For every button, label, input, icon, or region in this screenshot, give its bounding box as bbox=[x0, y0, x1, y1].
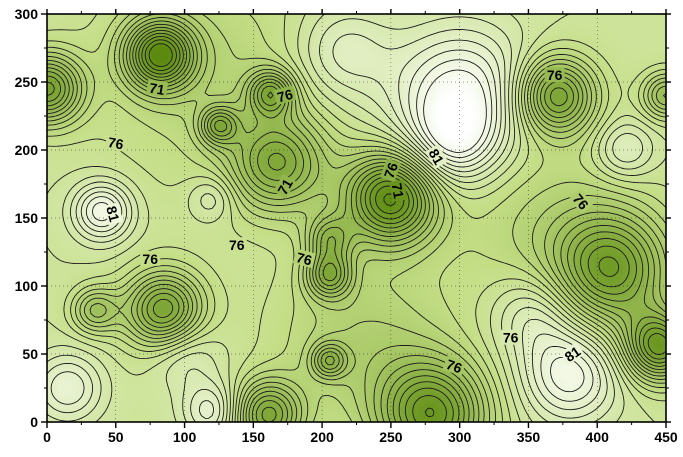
contour-value-label: 76 bbox=[544, 67, 565, 83]
contour-label-text: 76 bbox=[381, 160, 401, 180]
contour-label-text: 81 bbox=[103, 204, 123, 223]
contour-label-background bbox=[442, 355, 467, 377]
x-tick-label: 200 bbox=[310, 429, 334, 445]
gridlines bbox=[47, 14, 666, 422]
x-tick-label: 300 bbox=[448, 429, 472, 445]
y-tick-label: 300 bbox=[15, 6, 39, 22]
contour-label-background bbox=[568, 188, 594, 214]
contour-value-label: 76 bbox=[442, 355, 467, 377]
contour-labels: 71 76 76 71 76 71 81 81 76 76 76 76 76 76 76 81 bbox=[103, 67, 594, 377]
contour-line-77 bbox=[47, 14, 666, 422]
contour-label-text: 76 bbox=[107, 134, 125, 152]
y-tick-label: 0 bbox=[30, 414, 38, 430]
contour-line-72 bbox=[47, 14, 666, 422]
contour-value-label: 71 bbox=[145, 79, 169, 98]
axes: 0 50 100 150 200 250 300 350 400 450 0 50 100 150 200 2… bbox=[15, 6, 678, 445]
contour-value-label: 76 bbox=[104, 133, 128, 152]
contour-line-63 bbox=[148, 43, 397, 206]
contour-label-background bbox=[145, 79, 169, 98]
contour-value-label: 81 bbox=[559, 341, 585, 366]
contour-label-text: 76 bbox=[444, 356, 464, 376]
contour-value-label: 76 bbox=[226, 237, 247, 253]
contour-label-background bbox=[425, 144, 449, 169]
contour-label-background bbox=[273, 174, 297, 199]
contour-lines bbox=[47, 14, 666, 422]
plot-area: 71 76 76 71 76 71 81 81 76 76 76 76 76 76 76 81 bbox=[47, 14, 666, 422]
x-tick-label: 150 bbox=[242, 429, 266, 445]
contour-label-background bbox=[559, 341, 585, 366]
x-tick-label: 100 bbox=[173, 429, 197, 445]
contour-value-label: 76 bbox=[379, 158, 401, 183]
x-tick-label: 0 bbox=[43, 429, 51, 445]
x-tick-label: 350 bbox=[517, 429, 541, 445]
contour-label-text: 76 bbox=[503, 330, 519, 346]
y-tick-label: 250 bbox=[15, 74, 39, 90]
y-tick-label: 100 bbox=[15, 278, 39, 294]
x-tick-label: 250 bbox=[379, 429, 403, 445]
contour-label-text: 81 bbox=[425, 146, 447, 168]
contour-value-label: 76 bbox=[140, 250, 161, 267]
contour-label-text: 76 bbox=[295, 249, 314, 269]
contour-line-75 bbox=[47, 14, 666, 422]
contour-label-text: 76 bbox=[142, 251, 158, 267]
contour-label-background bbox=[544, 67, 565, 83]
contour-value-label: 71 bbox=[389, 179, 408, 202]
contour-label-text: 71 bbox=[148, 80, 166, 98]
contour-label-background bbox=[273, 85, 297, 105]
contour-label-background bbox=[104, 133, 128, 152]
y-tick-label: 150 bbox=[15, 210, 39, 226]
contour-value-label: 81 bbox=[103, 202, 124, 226]
contour-value-label: 76 bbox=[273, 85, 297, 106]
contour-line-64 bbox=[144, 39, 435, 418]
contour-line-80 bbox=[47, 28, 608, 422]
contour-label-background bbox=[103, 202, 124, 226]
contour-value-label: 76 bbox=[500, 329, 521, 346]
contour-label-background bbox=[389, 179, 408, 202]
contour-label-text: 71 bbox=[274, 176, 296, 198]
contour-label-background bbox=[292, 248, 316, 269]
contour-label-background bbox=[226, 237, 247, 253]
x-tick-label: 450 bbox=[654, 429, 678, 445]
contour-value-label: 81 bbox=[425, 144, 449, 169]
y-tick-label: 50 bbox=[22, 346, 38, 362]
contour-label-text: 76 bbox=[275, 86, 294, 106]
contour-line-69 bbox=[47, 23, 666, 422]
contour-line-70 bbox=[47, 20, 666, 422]
y-tick-label: 200 bbox=[15, 142, 39, 158]
contour-label-text: 76 bbox=[547, 67, 563, 83]
contour-label-background bbox=[140, 250, 161, 266]
x-tick-label: 50 bbox=[108, 429, 124, 445]
contour-line-71 bbox=[47, 17, 666, 422]
x-tick-label: 400 bbox=[586, 429, 610, 445]
contour-value-label: 76 bbox=[292, 248, 316, 269]
contour-line-84 bbox=[423, 69, 487, 153]
contour-label-background bbox=[379, 158, 401, 183]
contour-label-background bbox=[500, 329, 521, 345]
contour-label-text: 71 bbox=[389, 182, 407, 200]
contour-line-67 bbox=[47, 29, 666, 422]
contour-line-65 bbox=[141, 35, 666, 422]
contour-value-label: 71 bbox=[273, 174, 297, 199]
contour-value-label: 76 bbox=[568, 188, 594, 214]
contour-label-text: 76 bbox=[229, 237, 245, 253]
